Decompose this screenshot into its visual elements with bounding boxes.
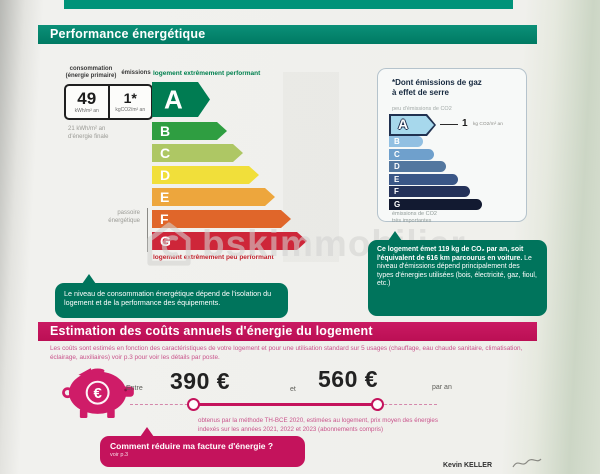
consumption-cell: 49 kWh/m² an bbox=[66, 86, 110, 118]
energy-class-f-arrow: F bbox=[152, 210, 291, 228]
emissions-note-bold: Ce logement émet 119 kg de CO₂ par an, s… bbox=[377, 246, 524, 262]
cost-max-value: 560 € bbox=[318, 366, 379, 392]
energy-class-d-arrow: D bbox=[152, 166, 259, 184]
ges-class-b-bar: B bbox=[389, 136, 423, 147]
ges-class-a-letter: A bbox=[398, 116, 409, 132]
cost-method-note: obtenus par la méthode TH-BCE 2020, esti… bbox=[198, 417, 438, 433]
ges-low-label: peu d'émissions de CO2 bbox=[392, 106, 452, 112]
consumption-column-label: consommation (énergie primaire) bbox=[65, 66, 117, 79]
energy-sieve-label: passoire énergétique bbox=[108, 210, 140, 224]
emissions-unit: kgCO2/m² an bbox=[115, 107, 146, 113]
dpe-value-box: 49 kWh/m² an 1* kgCO2/m² an bbox=[64, 84, 153, 120]
ges-class-a-fill bbox=[391, 116, 434, 134]
signature-mark bbox=[512, 458, 542, 468]
costs-section-header: Estimation des coûts annuels d'énergie d… bbox=[38, 322, 537, 341]
ges-class-f-bar: F bbox=[389, 186, 470, 197]
diagnostician-name: Kevin KELLER bbox=[443, 462, 493, 469]
cost-and-label: et bbox=[290, 386, 296, 393]
ges-class-g-bar: G bbox=[389, 198, 482, 210]
energy-class-g-arrow: G bbox=[152, 232, 307, 250]
best-performance-label: logement extrêmement performant bbox=[153, 70, 261, 77]
energy-class-a-arrow: A bbox=[152, 82, 210, 117]
cost-per-year-label: par an bbox=[432, 384, 452, 391]
energy-class-b-arrow: B bbox=[152, 122, 227, 140]
ges-value: 1 bbox=[462, 118, 468, 129]
reduce-bill-title: Comment réduire ma facture d'énergie ? bbox=[110, 441, 274, 451]
ges-class-letter: G bbox=[394, 199, 401, 209]
consumption-unit: kWh/m² an bbox=[74, 108, 99, 114]
previous-section-edge bbox=[64, 0, 513, 9]
ges-class-letter: C bbox=[394, 149, 400, 159]
ges-panel-title: *Dont émissions de gaz à effet de serre bbox=[392, 78, 482, 97]
ges-class-a-arrow: A bbox=[389, 114, 436, 136]
ges-class-letter: D bbox=[394, 162, 400, 171]
ges-class-letter: B bbox=[394, 137, 400, 146]
energy-class-letter: F bbox=[160, 211, 169, 227]
worst-performance-label: logement extrêmement peu performant bbox=[153, 254, 274, 261]
emissions-column-label: émissions bbox=[121, 70, 151, 76]
ges-class-d-bar: D bbox=[389, 161, 446, 172]
ges-class-c-bar: C bbox=[389, 148, 434, 160]
cost-min-value: 390 € bbox=[170, 368, 231, 394]
ges-value-unit: kg CO2/m² an bbox=[473, 122, 503, 127]
emissions-value: 1* bbox=[123, 90, 137, 106]
costs-description: Les coûts sont estimés en fonction des c… bbox=[50, 345, 523, 361]
ges-high-label: émissions de CO2 très importantes bbox=[392, 211, 437, 224]
emissions-note-bubble: Ce logement émet 119 kg de CO₂ par an, s… bbox=[368, 231, 547, 316]
energy-class-c-arrow: C bbox=[152, 144, 243, 162]
energy-class-e-arrow: E bbox=[152, 188, 275, 206]
cost-range-fill bbox=[193, 403, 377, 406]
energy-class-letter: D bbox=[160, 167, 171, 183]
paper-bleed-through bbox=[283, 72, 339, 262]
energy-class-letter: G bbox=[160, 233, 171, 249]
emissions-note-rest: Le niveau d'émissions dépend principalem… bbox=[377, 254, 537, 288]
final-energy-note: 21 kWh/m² an d'énergie finale bbox=[68, 126, 109, 140]
reduce-bill-bubble: Comment réduire ma facture d'énergie ? v… bbox=[100, 427, 305, 467]
ges-panel: *Dont émissions de gaz à effet de serre … bbox=[377, 68, 527, 224]
energy-class-letter: E bbox=[160, 189, 170, 205]
energy-class-letter: B bbox=[160, 123, 171, 139]
consumption-note-bubble: Le niveau de consommation énergétique dé… bbox=[55, 274, 288, 318]
reduce-bill-see-page: voir p.3 bbox=[110, 452, 129, 458]
svg-text:€: € bbox=[93, 385, 102, 402]
cost-min-handle bbox=[187, 398, 200, 411]
ges-value-pointer-line bbox=[440, 124, 458, 125]
energy-class-letter: A bbox=[164, 84, 183, 114]
energy-sieve-bracket bbox=[147, 208, 148, 252]
ges-class-letter: E bbox=[394, 174, 400, 184]
consumption-value: 49 bbox=[77, 89, 97, 108]
emissions-cell: 1* kgCO2/m² an bbox=[110, 86, 152, 118]
energy-class-letter: C bbox=[160, 145, 171, 161]
performance-section-header: Performance énergétique bbox=[38, 25, 537, 44]
ges-class-letter: F bbox=[394, 187, 399, 196]
cost-between-label: Entre bbox=[126, 385, 143, 392]
ges-class-e-bar: E bbox=[389, 173, 458, 185]
cost-max-handle bbox=[371, 398, 384, 411]
piggy-bank-icon: € bbox=[62, 368, 134, 418]
